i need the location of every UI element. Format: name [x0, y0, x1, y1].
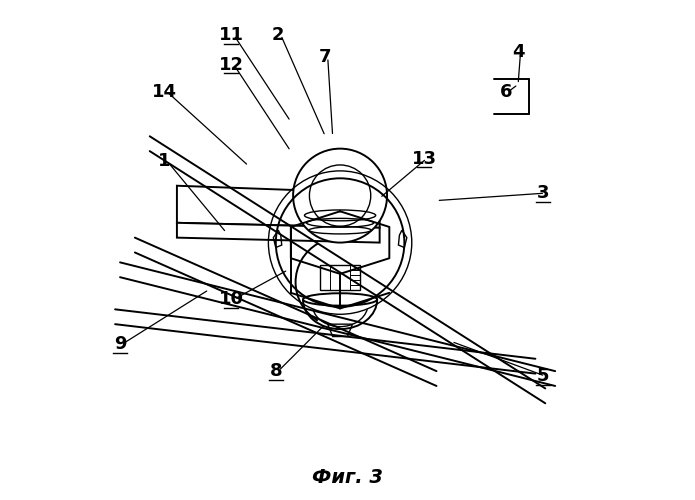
Text: 3: 3 — [537, 184, 549, 202]
Text: 14: 14 — [152, 83, 177, 101]
Text: 1: 1 — [158, 152, 171, 170]
Text: 2: 2 — [272, 26, 284, 44]
Text: 8: 8 — [270, 362, 282, 380]
Text: 13: 13 — [411, 150, 436, 168]
Text: 11: 11 — [219, 26, 244, 44]
Text: 7: 7 — [319, 48, 332, 66]
Text: 5: 5 — [537, 367, 549, 385]
Text: Фиг. 3: Фиг. 3 — [312, 468, 383, 487]
Text: 10: 10 — [219, 290, 244, 308]
Text: 4: 4 — [512, 43, 524, 61]
Polygon shape — [177, 186, 379, 228]
Polygon shape — [177, 223, 379, 242]
Text: 12: 12 — [219, 56, 244, 74]
Text: 6: 6 — [500, 83, 512, 101]
Text: 9: 9 — [114, 335, 126, 353]
Circle shape — [293, 148, 387, 242]
